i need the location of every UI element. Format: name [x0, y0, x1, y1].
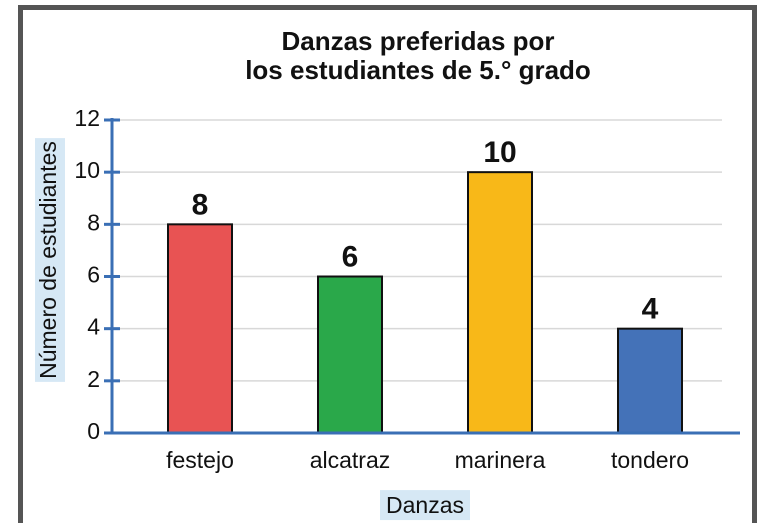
bar	[167, 223, 233, 434]
data-label: 8	[192, 188, 209, 221]
bar	[317, 275, 383, 434]
data-label: 4	[642, 293, 659, 326]
data-label: 6	[342, 240, 359, 273]
chart-title: los estudiantes de 5.° grado	[245, 55, 591, 85]
x-tick-label: festejo	[166, 447, 234, 473]
y-tick-label: 4	[87, 314, 100, 340]
bar	[467, 171, 533, 435]
x-tick-label: alcatraz	[310, 447, 391, 473]
frame	[18, 5, 757, 523]
data-label: 10	[483, 136, 516, 169]
y-tick-label: 6	[87, 262, 100, 288]
y-axis-label: Número de estudiantes	[35, 141, 61, 379]
label-background	[380, 490, 470, 521]
y-tick-label: 0	[87, 418, 100, 444]
y-tick-label: 12	[74, 105, 100, 131]
x-tick-label: marinera	[455, 447, 546, 473]
label-background	[35, 138, 65, 382]
x-axis-label: Danzas	[386, 492, 464, 518]
y-tick-label: 8	[87, 209, 100, 235]
x-tick-label: tondero	[611, 447, 689, 473]
y-tick-label: 2	[87, 366, 100, 392]
bar	[617, 327, 683, 434]
chart-title: Danzas preferidas por	[281, 26, 554, 56]
y-tick-label: 10	[74, 157, 100, 183]
